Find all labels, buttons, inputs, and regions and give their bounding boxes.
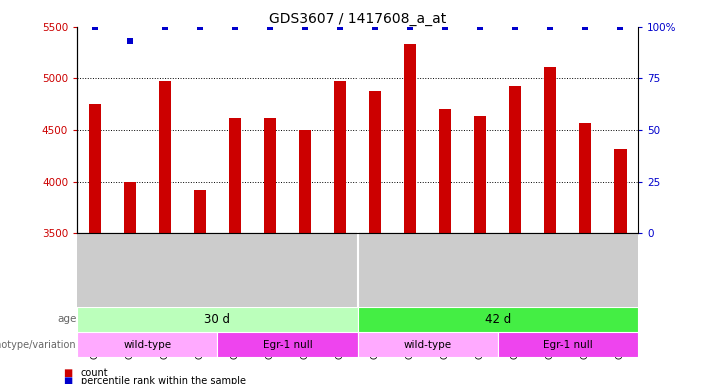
Point bbox=[159, 24, 170, 30]
Text: wild-type: wild-type bbox=[404, 339, 451, 349]
Text: age: age bbox=[57, 314, 76, 324]
Text: percentile rank within the sample: percentile rank within the sample bbox=[81, 376, 245, 384]
Bar bbox=[264, 118, 276, 233]
Point bbox=[475, 24, 486, 30]
Bar bbox=[77, 307, 358, 332]
Bar bbox=[474, 116, 486, 233]
Point bbox=[580, 24, 591, 30]
Bar bbox=[158, 81, 171, 233]
Bar bbox=[404, 45, 416, 233]
Bar bbox=[509, 86, 522, 233]
Bar bbox=[123, 182, 136, 233]
Text: genotype/variation: genotype/variation bbox=[0, 339, 76, 349]
Bar bbox=[217, 332, 358, 357]
Bar bbox=[579, 123, 592, 233]
Bar bbox=[498, 332, 638, 357]
Point bbox=[334, 24, 346, 30]
Point bbox=[89, 24, 100, 30]
Point bbox=[369, 24, 381, 30]
Bar bbox=[358, 332, 498, 357]
Text: 30 d: 30 d bbox=[204, 313, 231, 326]
Bar bbox=[439, 109, 451, 233]
Bar bbox=[614, 149, 627, 233]
Text: 42 d: 42 d bbox=[484, 313, 511, 326]
Bar bbox=[358, 307, 638, 332]
Point bbox=[229, 24, 240, 30]
Point bbox=[299, 24, 311, 30]
Text: Egr-1 null: Egr-1 null bbox=[263, 339, 312, 349]
Point bbox=[510, 24, 521, 30]
Text: Egr-1 null: Egr-1 null bbox=[543, 339, 592, 349]
Bar bbox=[77, 332, 217, 357]
Point bbox=[440, 24, 451, 30]
Point bbox=[124, 38, 135, 45]
Bar bbox=[299, 130, 311, 233]
Point bbox=[264, 24, 275, 30]
Bar bbox=[229, 118, 241, 233]
Text: ■: ■ bbox=[63, 376, 72, 384]
Point bbox=[545, 24, 556, 30]
Bar bbox=[334, 81, 346, 233]
Bar bbox=[193, 190, 206, 233]
Point bbox=[615, 24, 626, 30]
Bar bbox=[544, 67, 557, 233]
Point bbox=[194, 24, 205, 30]
Text: ■: ■ bbox=[63, 368, 72, 378]
Text: count: count bbox=[81, 368, 108, 378]
Point bbox=[404, 24, 416, 30]
Title: GDS3607 / 1417608_a_at: GDS3607 / 1417608_a_at bbox=[269, 12, 446, 26]
Bar bbox=[369, 91, 381, 233]
Bar bbox=[88, 104, 101, 233]
Text: wild-type: wild-type bbox=[123, 339, 171, 349]
